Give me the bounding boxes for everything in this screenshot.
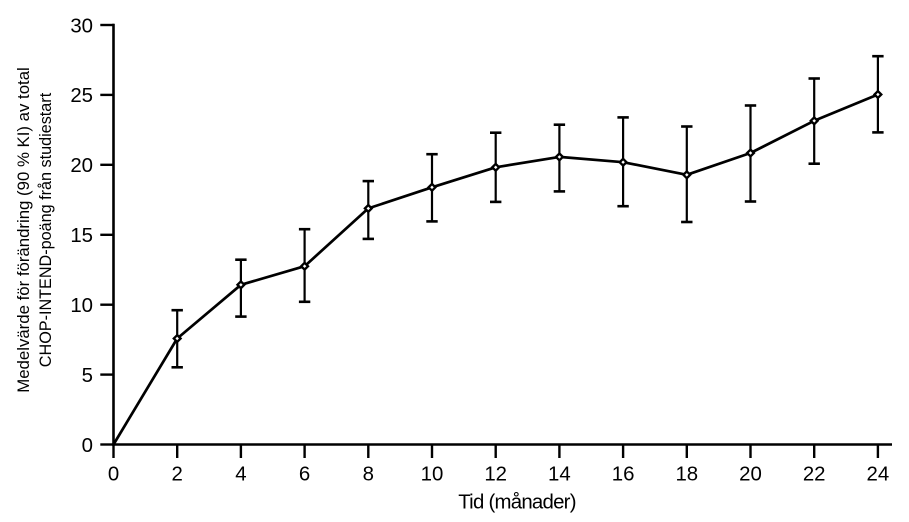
- svg-text:16: 16: [612, 464, 635, 486]
- svg-text:12: 12: [484, 464, 507, 486]
- svg-text:30: 30: [70, 15, 93, 37]
- svg-text:10: 10: [70, 295, 93, 317]
- svg-text:20: 20: [739, 464, 762, 486]
- svg-text:6: 6: [299, 464, 310, 486]
- svg-text:2: 2: [172, 464, 183, 486]
- svg-text:14: 14: [548, 464, 571, 486]
- svg-text:Tid (månader): Tid (månader): [458, 491, 576, 513]
- svg-text:0: 0: [108, 464, 119, 486]
- svg-text:CHOP-INTEND-poäng från studies: CHOP-INTEND-poäng från studiestart: [37, 92, 55, 367]
- svg-text:5: 5: [82, 365, 93, 387]
- svg-text:Medelvärde för förändring (90: Medelvärde för förändring (90 % KI) av t…: [14, 67, 33, 393]
- svg-text:24: 24: [867, 464, 890, 486]
- svg-text:8: 8: [363, 464, 374, 486]
- svg-text:15: 15: [70, 225, 93, 247]
- svg-text:0: 0: [82, 435, 93, 457]
- svg-text:4: 4: [235, 464, 246, 486]
- svg-text:25: 25: [70, 85, 93, 107]
- svg-text:10: 10: [421, 464, 444, 486]
- svg-text:18: 18: [675, 464, 698, 486]
- svg-text:20: 20: [70, 155, 93, 177]
- svg-text:22: 22: [803, 464, 826, 486]
